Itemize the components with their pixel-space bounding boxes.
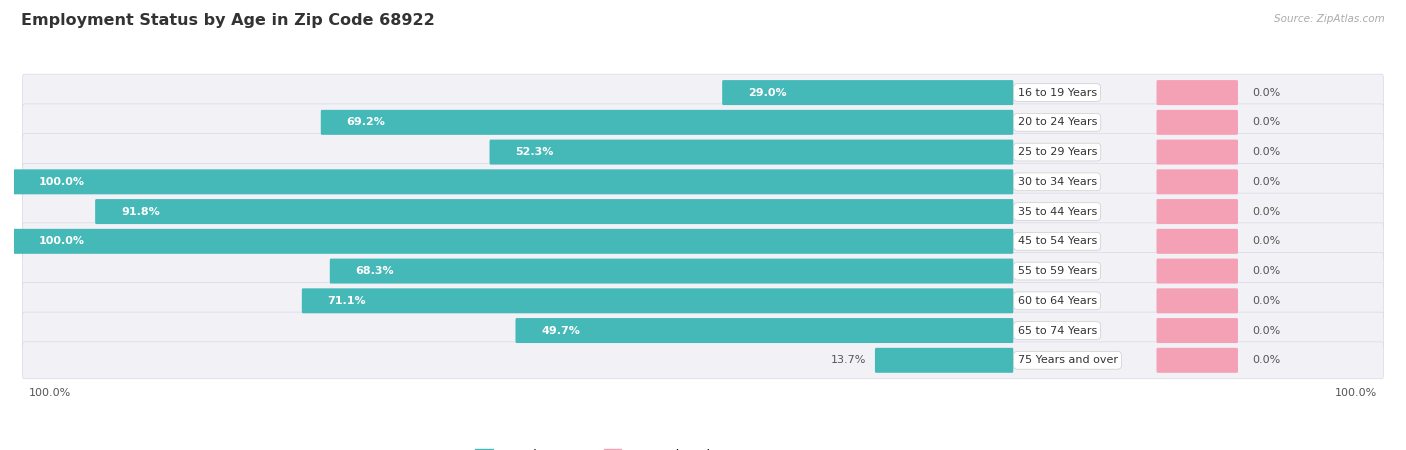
Text: 45 to 54 Years: 45 to 54 Years (1018, 236, 1097, 246)
Text: 55 to 59 Years: 55 to 59 Years (1018, 266, 1097, 276)
Text: 91.8%: 91.8% (121, 207, 160, 216)
FancyBboxPatch shape (1157, 199, 1237, 224)
Text: 29.0%: 29.0% (748, 88, 786, 98)
Text: 71.1%: 71.1% (328, 296, 366, 306)
Text: 52.3%: 52.3% (515, 147, 554, 157)
FancyBboxPatch shape (13, 169, 1014, 194)
Text: 0.0%: 0.0% (1253, 356, 1281, 365)
Text: 0.0%: 0.0% (1253, 266, 1281, 276)
FancyBboxPatch shape (330, 259, 1014, 284)
Text: 30 to 34 Years: 30 to 34 Years (1018, 177, 1097, 187)
FancyBboxPatch shape (1157, 229, 1237, 254)
Text: 100.0%: 100.0% (30, 387, 72, 398)
Text: 68.3%: 68.3% (356, 266, 394, 276)
FancyBboxPatch shape (22, 163, 1384, 200)
Text: 0.0%: 0.0% (1253, 296, 1281, 306)
FancyBboxPatch shape (1157, 140, 1237, 165)
Text: 20 to 24 Years: 20 to 24 Years (1018, 117, 1097, 127)
FancyBboxPatch shape (875, 348, 1014, 373)
FancyBboxPatch shape (22, 252, 1384, 289)
FancyBboxPatch shape (1157, 318, 1237, 343)
FancyBboxPatch shape (22, 342, 1384, 379)
Text: 60 to 64 Years: 60 to 64 Years (1018, 296, 1097, 306)
FancyBboxPatch shape (1157, 169, 1237, 194)
FancyBboxPatch shape (22, 193, 1384, 230)
FancyBboxPatch shape (489, 140, 1014, 165)
Text: Employment Status by Age in Zip Code 68922: Employment Status by Age in Zip Code 689… (21, 14, 434, 28)
Text: 100.0%: 100.0% (1334, 387, 1376, 398)
FancyBboxPatch shape (96, 199, 1014, 224)
Text: 0.0%: 0.0% (1253, 177, 1281, 187)
FancyBboxPatch shape (1157, 259, 1237, 284)
FancyBboxPatch shape (13, 229, 1014, 254)
Text: 100.0%: 100.0% (39, 177, 84, 187)
Text: 49.7%: 49.7% (541, 325, 581, 336)
Text: 0.0%: 0.0% (1253, 325, 1281, 336)
FancyBboxPatch shape (1157, 110, 1237, 135)
Text: 16 to 19 Years: 16 to 19 Years (1018, 88, 1097, 98)
Text: 65 to 74 Years: 65 to 74 Years (1018, 325, 1097, 336)
Legend: In Labor Force, Unemployed: In Labor Force, Unemployed (470, 444, 716, 450)
Text: 0.0%: 0.0% (1253, 207, 1281, 216)
FancyBboxPatch shape (1157, 348, 1237, 373)
FancyBboxPatch shape (22, 74, 1384, 111)
Text: Source: ZipAtlas.com: Source: ZipAtlas.com (1274, 14, 1385, 23)
Text: 0.0%: 0.0% (1253, 117, 1281, 127)
Text: 75 Years and over: 75 Years and over (1018, 356, 1118, 365)
Text: 35 to 44 Years: 35 to 44 Years (1018, 207, 1097, 216)
Text: 0.0%: 0.0% (1253, 147, 1281, 157)
FancyBboxPatch shape (22, 134, 1384, 171)
FancyBboxPatch shape (321, 110, 1014, 135)
FancyBboxPatch shape (22, 312, 1384, 349)
Text: 100.0%: 100.0% (39, 236, 84, 246)
FancyBboxPatch shape (22, 104, 1384, 141)
Text: 0.0%: 0.0% (1253, 88, 1281, 98)
Text: 25 to 29 Years: 25 to 29 Years (1018, 147, 1097, 157)
FancyBboxPatch shape (22, 223, 1384, 260)
FancyBboxPatch shape (1157, 80, 1237, 105)
FancyBboxPatch shape (1157, 288, 1237, 313)
FancyBboxPatch shape (723, 80, 1014, 105)
Text: 13.7%: 13.7% (831, 356, 866, 365)
FancyBboxPatch shape (302, 288, 1014, 313)
FancyBboxPatch shape (22, 282, 1384, 319)
Text: 69.2%: 69.2% (346, 117, 385, 127)
FancyBboxPatch shape (516, 318, 1014, 343)
Text: 0.0%: 0.0% (1253, 236, 1281, 246)
